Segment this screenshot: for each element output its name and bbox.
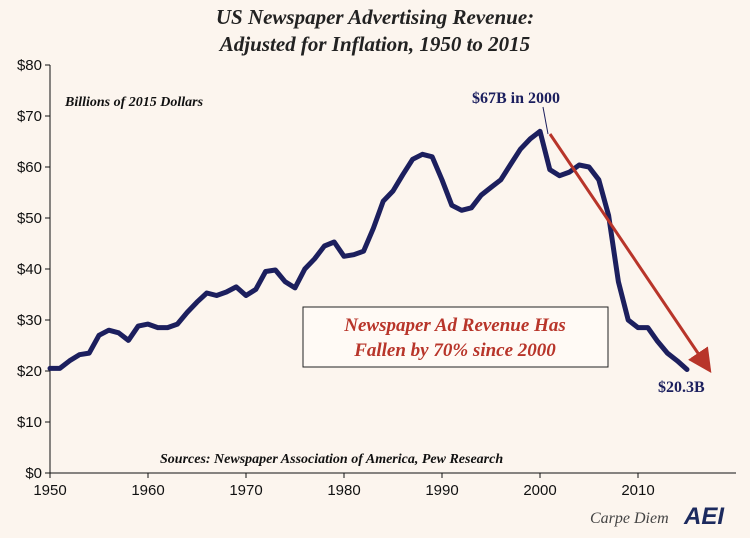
chart-title-line2: Adjusted for Inflation, 1950 to 2015	[219, 32, 531, 56]
y-tick-label: $60	[17, 159, 42, 176]
callout-box	[302, 306, 609, 368]
carpe-diem-label: Carpe Diem	[590, 510, 669, 527]
peak-leader-line	[542, 106, 549, 135]
chart-ticks: $0 $10 $20 $30 $40 $50 $60 $70 $80 1950 1960 1970 19…	[17, 57, 655, 499]
y-tick-label: $10	[17, 414, 42, 431]
callout-line2: Fallen by 70% since 2000	[353, 340, 556, 361]
y-tick-label: $80	[17, 57, 42, 74]
y-tick-label: $70	[17, 108, 42, 125]
x-tick-label: 1980	[327, 482, 360, 499]
chart-title: US Newspaper Advertising Revenue: Adjust…	[0, 4, 750, 58]
series-group	[47, 128, 690, 372]
x-tick-label: 2000	[523, 482, 556, 499]
chart-title-line1: US Newspaper Advertising Revenue:	[215, 5, 535, 29]
chart-axes	[49, 65, 736, 474]
sources-note: Sources: Newspaper Association of Americ…	[160, 452, 503, 467]
trend-arrow	[548, 133, 712, 373]
x-tick-label: 2010	[621, 482, 654, 499]
y-tick-label: $30	[17, 312, 42, 329]
callout-line1: Newspaper Ad Revenue Has	[343, 315, 565, 336]
peak-label: $67B in 2000	[472, 90, 560, 107]
y-tick-label: $20	[17, 363, 42, 380]
x-tick-label: 1950	[33, 482, 66, 499]
y-tick-label: $40	[17, 261, 42, 278]
revenue-series-line	[47, 128, 690, 372]
end-label: $20.3B	[658, 379, 705, 396]
aei-logo: AEI	[683, 503, 725, 530]
units-label: Billions of 2015 Dollars	[64, 95, 204, 110]
y-tick-label: $50	[17, 210, 42, 227]
y-tick-label: $0	[25, 465, 42, 482]
x-tick-label: 1970	[229, 482, 262, 499]
x-tick-label: 1990	[425, 482, 458, 499]
x-tick-label: 1960	[131, 482, 164, 499]
